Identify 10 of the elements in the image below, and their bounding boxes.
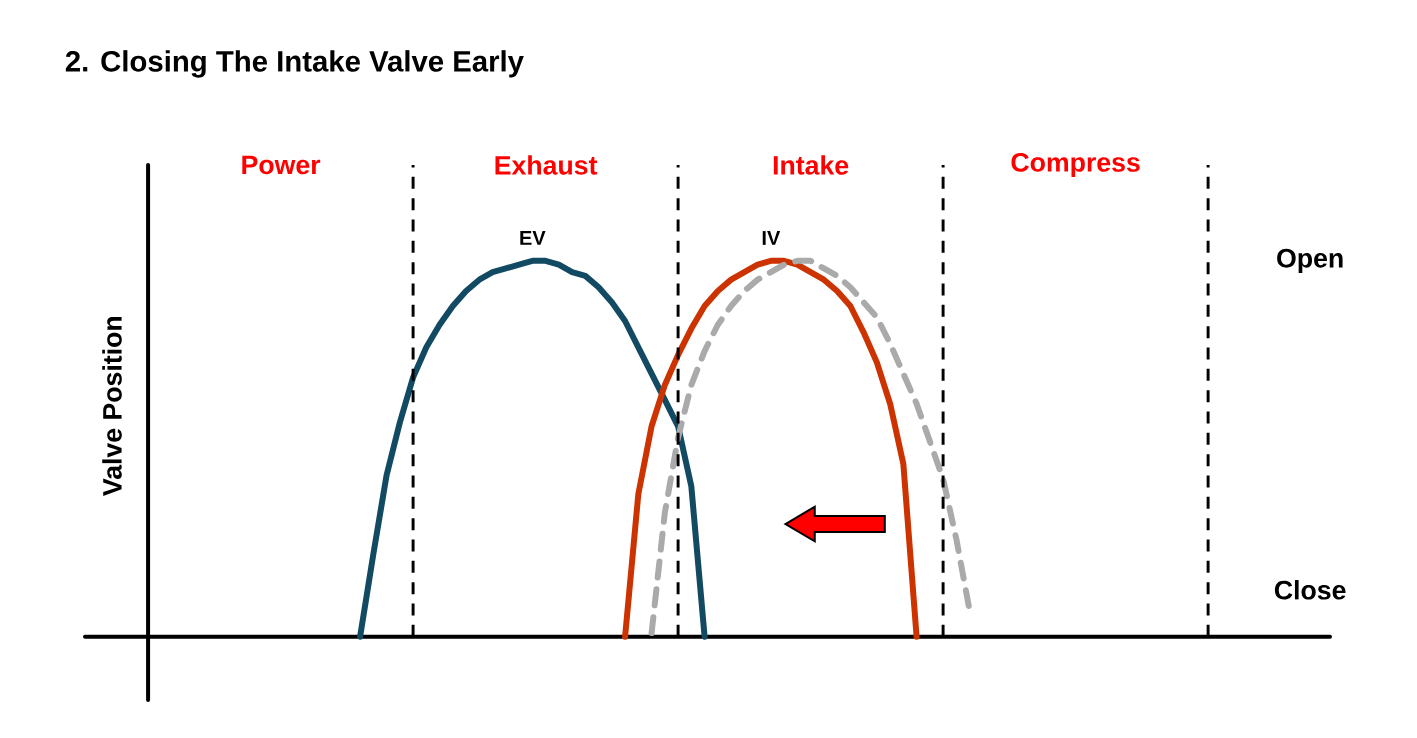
text: Open	[1277, 248, 1343, 273]
series-label: EV	[520, 231, 546, 245]
chart-title: 2. Closing The Intake Valve Early	[65, 50, 524, 78]
text: Power	[242, 155, 321, 175]
text: Close	[1274, 580, 1346, 600]
text: Intake	[773, 155, 849, 175]
series-label: IV	[762, 231, 781, 245]
text: Compress	[1011, 152, 1140, 178]
text: Exhaust	[495, 155, 598, 175]
y-axis-title: Valve Position	[102, 317, 122, 496]
